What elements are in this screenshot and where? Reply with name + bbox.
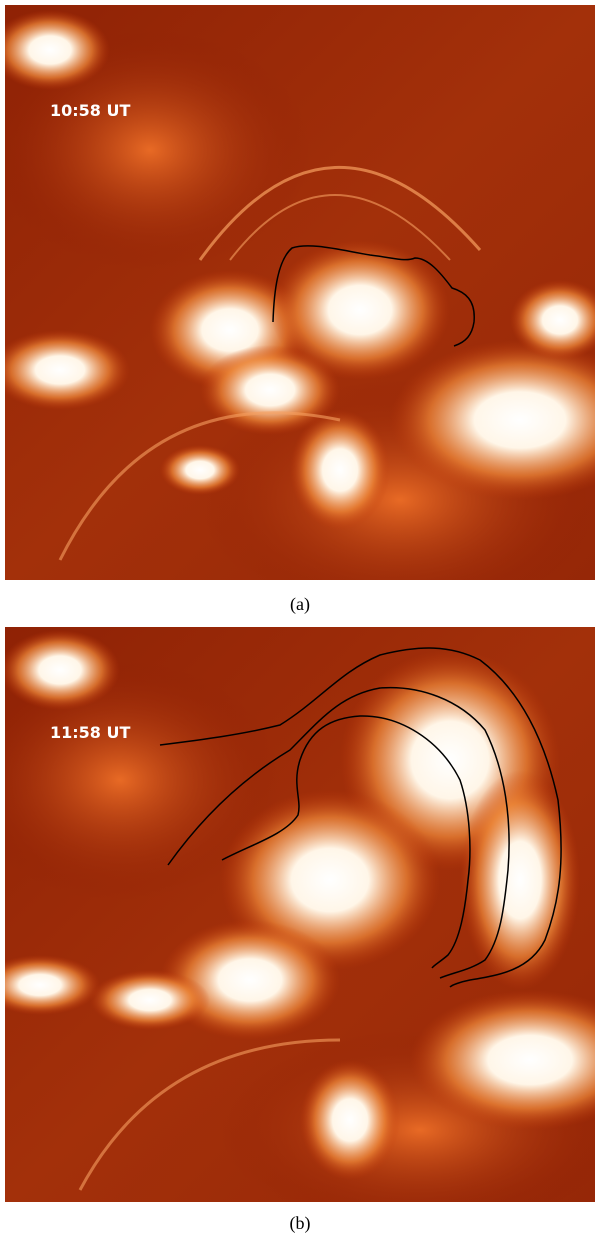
panel-a-image (5, 5, 595, 580)
caption: (a) (290, 594, 310, 615)
timestamp: 10:58 UT (50, 101, 130, 120)
contour (159, 647, 562, 988)
contour (221, 715, 471, 969)
contour (167, 686, 510, 979)
caption: (b) (290, 1213, 311, 1234)
panel-b-image (5, 627, 595, 1202)
contour (272, 245, 475, 347)
timestamp: 11:58 UT (50, 723, 130, 742)
